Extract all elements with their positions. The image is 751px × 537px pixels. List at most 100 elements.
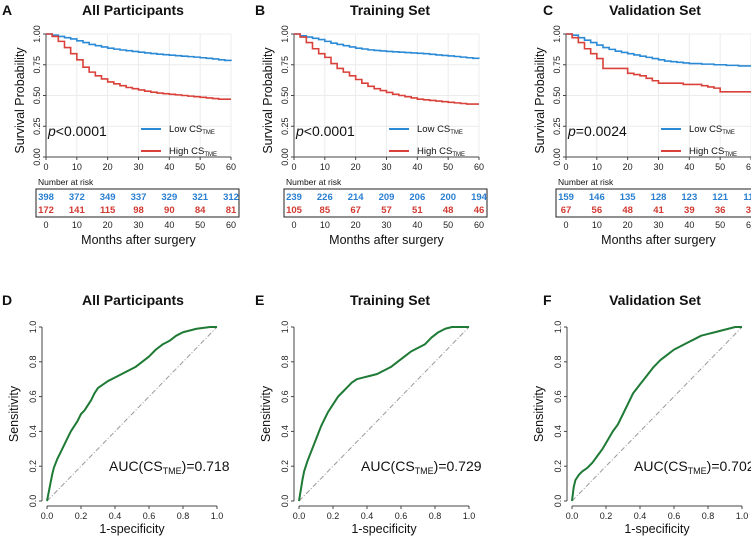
y-tick-label: 1.00 — [280, 25, 290, 43]
x-tick-label: 0.0 — [566, 511, 579, 521]
roc-panel-e: E Training Set 0.00.0 0.2 0.2 0.4 0.4 0.6 0.6 0.8… — [255, 292, 482, 536]
x-tick-label: 0.8 — [702, 511, 715, 521]
y-tick-label: 0.6 — [553, 390, 563, 403]
y-tick-label: 0.2 — [28, 460, 38, 473]
risk-count-high: 67 — [561, 205, 572, 216]
risk-count-low: 349 — [100, 192, 116, 203]
y-tick-label: 0.6 — [280, 390, 290, 403]
risk-count-low: 214 — [348, 192, 365, 203]
risk-x-tick-label: 30 — [381, 220, 391, 230]
p-value-label: p=0.0024 — [567, 123, 627, 139]
risk-x-tick-label: 30 — [133, 220, 143, 230]
risk-x-tick-label: 10 — [592, 220, 602, 230]
x-tick-label: 20 — [351, 162, 361, 172]
risk-count-low: 118 — [743, 192, 751, 203]
x-tick-label: 30 — [133, 162, 143, 172]
risk-x-tick-label: 0 — [563, 220, 568, 230]
y-tick-label: 0.8 — [28, 356, 38, 369]
risk-x-tick-label: 50 — [443, 220, 453, 230]
y-tick-label: 0.8 — [553, 356, 563, 369]
auc-label: AUC(CSTME)=0.702 — [634, 458, 751, 476]
y-tick-label: 1.0 — [28, 321, 38, 334]
x-tick-label: 50 — [443, 162, 453, 172]
reference-diagonal — [46, 326, 218, 502]
risk-table-box — [555, 188, 751, 218]
y-tick-label: 0.0 — [280, 495, 290, 508]
x-tick-label: 0 — [563, 162, 568, 172]
risk-count-low: 226 — [317, 192, 333, 203]
y-tick-label: 0.6 — [28, 390, 38, 403]
risk-count-low: 121 — [712, 192, 729, 203]
risk-count-low: 337 — [131, 192, 147, 203]
x-tick-label: 0.2 — [75, 511, 88, 521]
risk-count-high: 56 — [592, 205, 603, 216]
risk-x-tick-label: 50 — [195, 220, 205, 230]
y-tick-label: 0.0 — [553, 495, 563, 508]
risk-count-low: 194 — [471, 192, 488, 203]
risk-count-low: 398 — [38, 192, 54, 203]
risk-count-high: 39 — [684, 205, 695, 216]
risk-x-tick-label: 50 — [715, 220, 725, 230]
x-tick-label: 20 — [623, 162, 633, 172]
risk-count-high: 115 — [100, 205, 116, 216]
y-tick-label: 0.75 — [552, 56, 562, 74]
legend-label-high: High CSTME — [689, 146, 737, 158]
x-tick-label: 50 — [195, 162, 205, 172]
x-tick-label: 1.0 — [463, 511, 476, 521]
risk-count-low: 239 — [286, 192, 302, 203]
risk-count-high: 172 — [38, 205, 54, 216]
y-tick-label: 0.50 — [32, 87, 42, 105]
x-tick-label: 0.2 — [327, 511, 340, 521]
y-tick-label: 0.25 — [552, 117, 562, 135]
risk-x-tick-label: 20 — [103, 220, 113, 230]
high-cs-curve — [294, 33, 479, 105]
x-tick-label: 10 — [72, 162, 82, 172]
y-tick-label: 0.00 — [552, 148, 562, 166]
risk-table-header: Number at risk — [286, 177, 342, 187]
y-tick-label: 1.0 — [280, 321, 290, 334]
risk-x-tick-label: 60 — [746, 220, 751, 230]
risk-x-tick-label: 0 — [43, 220, 48, 230]
y-tick-label: 0.25 — [280, 117, 290, 135]
y-tick-label: 0.2 — [280, 460, 290, 473]
panel-label: A — [2, 2, 12, 18]
risk-count-low: 159 — [558, 192, 574, 203]
x-tick-label: 40 — [164, 162, 174, 172]
panel-label: D — [2, 292, 12, 308]
x-tick-label: 50 — [715, 162, 725, 172]
y-tick-label: 1.00 — [552, 25, 562, 43]
high-cs-curve — [46, 33, 231, 100]
panel-title: All Participants — [82, 2, 184, 18]
x-tick-label: 1.0 — [211, 511, 224, 521]
low-cs-curve — [46, 33, 232, 62]
x-tick-label: 0.4 — [109, 511, 122, 521]
risk-table-box — [35, 188, 240, 218]
x-tick-label: 0 — [291, 162, 296, 172]
risk-count-high: 90 — [164, 205, 175, 216]
x-tick-label: 0.2 — [600, 511, 613, 521]
x-tick-label: 40 — [412, 162, 422, 172]
x-tick-label: 60 — [474, 162, 484, 172]
risk-count-high: 48 — [622, 205, 633, 216]
roc-panel-f: F Validation Set 0.00.0 0.2 0.2 0.4 0.4 0.6 0.6 0… — [532, 292, 751, 536]
auc-label: AUC(CSTME)=0.729 — [361, 458, 482, 476]
y-tick-label: 0.2 — [553, 460, 563, 473]
y-tick-label: 1.00 — [32, 25, 42, 43]
risk-count-low: 321 — [192, 192, 209, 203]
roc-curve — [46, 326, 217, 502]
km-panel-c: C Validation Set 0.00 0.25 0.50 0.75 1.00 0 10 20… — [533, 2, 751, 247]
risk-count-high: 141 — [69, 205, 86, 216]
y-tick-label: 0.4 — [553, 425, 563, 438]
risk-x-tick-label: 60 — [474, 220, 484, 230]
risk-count-high: 36 — [715, 205, 726, 216]
y-tick-label: 0.00 — [280, 148, 290, 166]
risk-count-high: 51 — [412, 205, 423, 216]
panel-title: Validation Set — [609, 292, 701, 308]
y-axis-title: Sensitivity — [7, 385, 21, 442]
y-tick-label: 0.4 — [280, 425, 290, 438]
risk-count-high: 35 — [746, 205, 751, 216]
x-axis-title: 1-specificity — [624, 522, 690, 536]
low-cs-curve — [566, 33, 751, 67]
reference-diagonal — [571, 326, 743, 502]
legend-label-high: High CSTME — [417, 146, 465, 158]
